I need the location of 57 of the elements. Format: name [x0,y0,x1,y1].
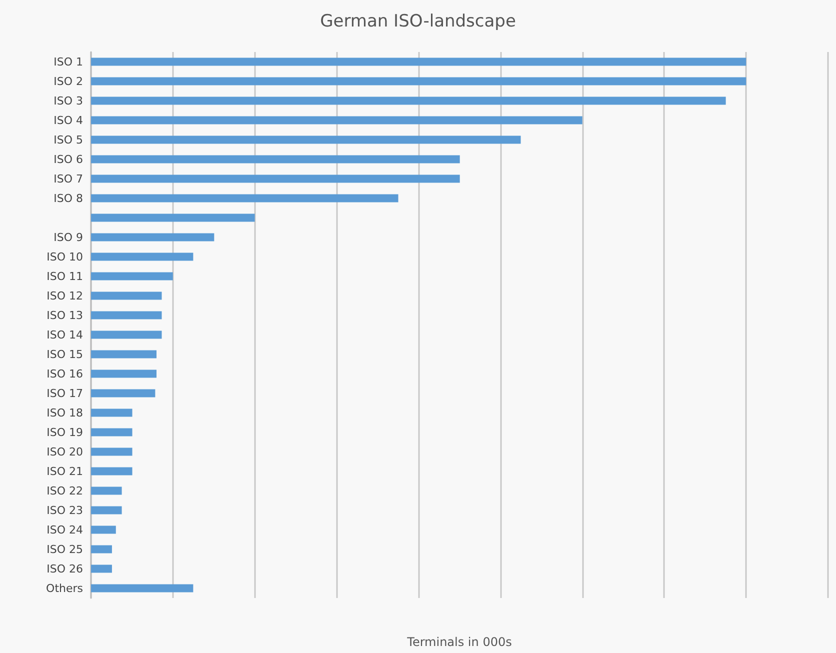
bar [91,252,194,261]
bar [91,58,746,66]
y-tick-label: ISO 20 [46,445,83,458]
bar [91,96,726,105]
y-tick-label: ISO 24 [46,523,83,536]
y-tick-label: ISO 12 [46,289,83,302]
bar [91,428,132,436]
bar [91,545,112,554]
y-tick-label: ISO 18 [46,406,83,420]
bar [91,389,156,398]
y-tick-label: ISO 23 [46,504,83,517]
y-tick-label: ISO 10 [46,250,83,264]
bar [91,526,116,534]
bar [91,506,122,514]
y-tick-label: ISO 21 [46,464,83,478]
y-tick-label: ISO 5 [54,133,83,146]
y-tick-label: ISO 15 [46,348,83,361]
bar [91,350,157,358]
bar [91,136,521,144]
bar [91,155,460,164]
y-tick-label: ISO 14 [46,328,83,342]
bar [91,233,214,242]
bar [91,214,255,222]
bar [91,174,460,183]
y-tick-label: ISO 3 [54,94,83,108]
chart-title: German ISO-landscape [320,12,516,32]
y-tick-label: ISO 8 [54,192,83,205]
y-tick-label: ISO 26 [46,562,83,576]
y-tick-label: ISO 1 [54,55,83,68]
bar [91,486,122,495]
y-tick-label: ISO 22 [46,484,83,498]
y-tick-label: ISO 25 [46,542,83,556]
bar [91,564,112,573]
bar [91,370,157,378]
y-tick-label: ISO 4 [54,114,83,127]
y-tick-label: ISO 13 [46,308,83,322]
bar [91,408,132,417]
bar [91,292,162,300]
y-tick-label: Others [46,582,84,595]
bar [91,584,194,592]
bar [91,467,132,476]
bar [91,194,398,202]
bar [91,311,162,320]
bar [91,116,582,124]
bar [91,77,746,86]
bar [91,448,132,456]
y-tick-label: ISO 2 [54,74,83,88]
y-tick-label: ISO 17 [46,386,83,400]
y-tick-label: ISO 6 [54,152,83,166]
x-axis-title: Terminals in 000s [406,635,512,649]
bar [91,272,173,280]
y-tick-label: ISO 7 [54,172,83,186]
y-tick-label: ISO 19 [46,426,83,439]
y-tick-label: ISO 16 [46,367,83,380]
bar [91,330,162,339]
y-tick-label: ISO 9 [54,230,83,244]
y-tick-label: ISO 11 [46,270,83,283]
